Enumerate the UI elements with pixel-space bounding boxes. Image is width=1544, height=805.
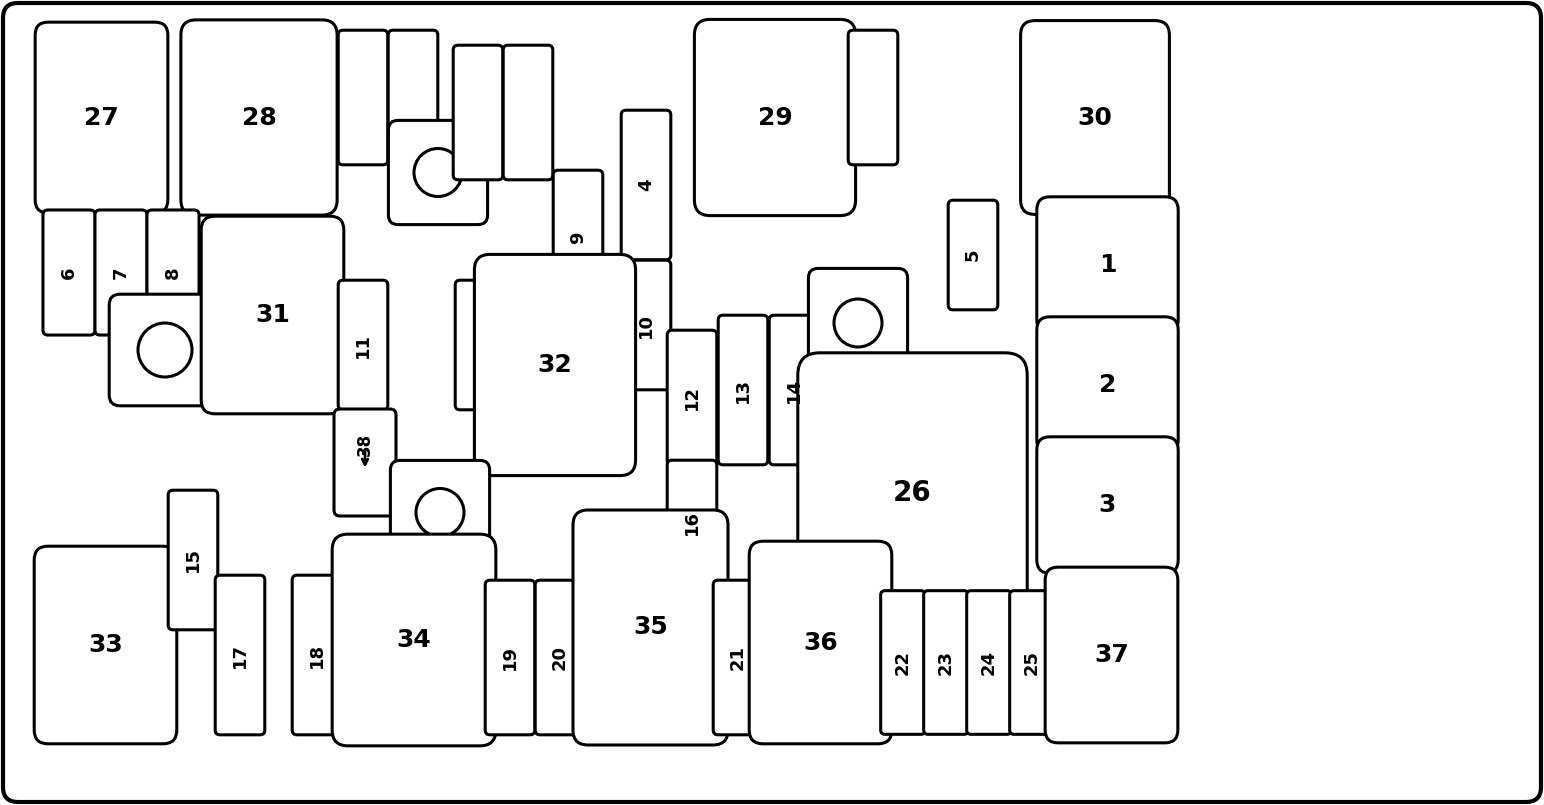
Text: 33: 33 [88,633,124,657]
FancyBboxPatch shape [769,316,818,464]
FancyBboxPatch shape [43,210,96,335]
FancyBboxPatch shape [553,170,602,305]
FancyBboxPatch shape [147,210,199,335]
Text: 7: 7 [113,266,130,279]
FancyBboxPatch shape [338,31,388,165]
Text: 30: 30 [1078,105,1112,130]
Text: 14: 14 [784,378,803,402]
Text: 32: 32 [537,353,573,377]
FancyBboxPatch shape [880,591,925,734]
FancyBboxPatch shape [1038,437,1178,573]
FancyBboxPatch shape [573,510,729,745]
Text: 38: 38 [357,433,374,456]
Text: 17: 17 [232,642,249,667]
FancyBboxPatch shape [749,541,892,744]
FancyBboxPatch shape [621,110,670,260]
FancyBboxPatch shape [391,460,489,564]
FancyBboxPatch shape [168,490,218,630]
Text: 8: 8 [164,266,182,279]
Text: 2: 2 [1099,373,1116,397]
FancyBboxPatch shape [388,31,438,165]
Text: 26: 26 [892,478,933,506]
FancyBboxPatch shape [110,294,221,406]
FancyBboxPatch shape [713,580,763,735]
Text: 35: 35 [633,616,669,639]
Text: 31: 31 [255,303,290,327]
Text: 3: 3 [1099,493,1116,517]
FancyBboxPatch shape [536,580,585,735]
Text: 5: 5 [963,249,982,262]
FancyBboxPatch shape [948,200,997,310]
FancyBboxPatch shape [36,23,168,213]
Text: 12: 12 [682,385,701,410]
Text: 13: 13 [733,378,752,402]
FancyBboxPatch shape [334,409,395,516]
FancyBboxPatch shape [1045,568,1178,743]
FancyBboxPatch shape [1021,21,1169,214]
FancyBboxPatch shape [389,121,488,225]
FancyBboxPatch shape [485,580,534,735]
Text: 25: 25 [1024,650,1041,675]
Text: 20: 20 [551,645,570,670]
FancyBboxPatch shape [667,330,716,464]
Text: 19: 19 [500,645,519,670]
Text: 10: 10 [638,312,655,337]
Text: 22: 22 [894,650,913,675]
Text: 28: 28 [241,105,276,130]
Circle shape [415,489,465,536]
Text: 4: 4 [638,179,655,192]
Text: 16: 16 [682,510,701,535]
Text: 6: 6 [60,266,79,279]
FancyBboxPatch shape [96,210,147,335]
Text: 29: 29 [758,105,792,130]
Text: 15: 15 [184,547,202,572]
FancyBboxPatch shape [454,45,503,180]
Text: 24: 24 [980,650,997,675]
FancyBboxPatch shape [695,19,855,216]
FancyBboxPatch shape [718,316,767,464]
Text: 1: 1 [1099,253,1116,277]
FancyBboxPatch shape [848,31,897,165]
FancyBboxPatch shape [798,353,1027,632]
FancyBboxPatch shape [967,591,1011,734]
FancyBboxPatch shape [201,217,344,414]
FancyBboxPatch shape [809,268,908,378]
FancyBboxPatch shape [621,260,670,390]
Text: 27: 27 [83,105,119,130]
FancyBboxPatch shape [181,20,337,215]
Text: 34: 34 [397,628,431,652]
FancyBboxPatch shape [292,576,341,735]
FancyBboxPatch shape [503,45,553,180]
FancyBboxPatch shape [1010,591,1055,734]
Text: 37: 37 [1095,643,1129,667]
FancyBboxPatch shape [505,280,554,410]
Text: 9: 9 [570,231,587,244]
FancyBboxPatch shape [1038,196,1178,333]
FancyBboxPatch shape [923,591,968,734]
FancyBboxPatch shape [455,280,505,410]
Circle shape [137,323,191,377]
FancyBboxPatch shape [667,460,716,584]
FancyBboxPatch shape [332,535,496,746]
FancyBboxPatch shape [474,254,636,476]
Circle shape [414,148,462,196]
Circle shape [834,299,882,347]
Text: 11: 11 [354,332,372,357]
FancyBboxPatch shape [1038,317,1178,453]
FancyBboxPatch shape [215,576,266,735]
FancyBboxPatch shape [338,280,388,410]
FancyBboxPatch shape [34,547,178,744]
Text: 36: 36 [803,630,838,654]
Text: 21: 21 [729,645,747,670]
Text: 18: 18 [307,642,326,667]
FancyBboxPatch shape [3,3,1541,802]
Text: 23: 23 [937,650,956,675]
